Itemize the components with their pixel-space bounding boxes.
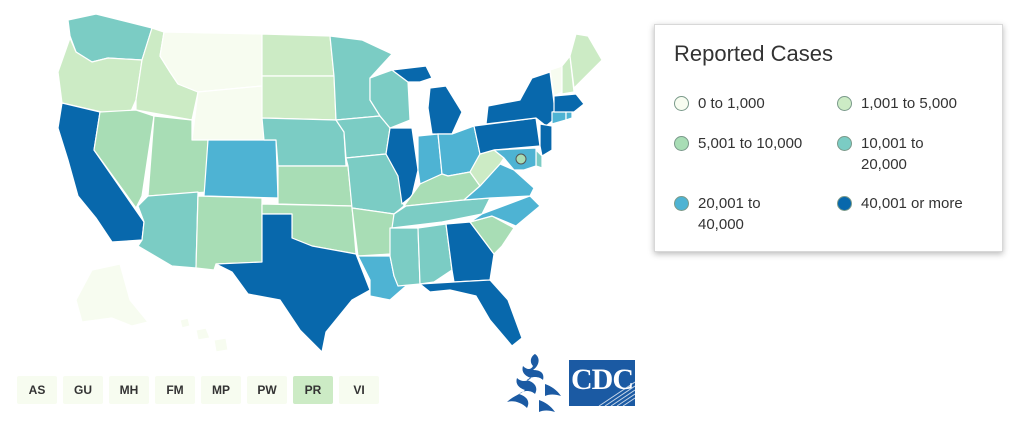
legend-item-0[interactable]: 0 to 1,000 — [674, 93, 765, 114]
legend-item-4[interactable]: 20,001 to 40,000 — [674, 193, 761, 235]
legend-label-3: 10,001 to 20,000 — [861, 135, 924, 173]
state-CO[interactable] — [203, 139, 279, 199]
legend-item-2[interactable]: 5,001 to 10,000 — [674, 133, 802, 154]
state-NY[interactable] — [485, 71, 557, 127]
legend-swatch-1 — [837, 96, 852, 111]
state-FL[interactable] — [419, 279, 523, 347]
state-KS[interactable] — [277, 165, 353, 207]
territory-button-fm[interactable]: FM — [155, 376, 195, 404]
state-AZ[interactable] — [137, 191, 199, 269]
state-ND[interactable] — [261, 33, 335, 77]
state-AK[interactable] — [75, 263, 149, 327]
state-ME[interactable] — [569, 33, 603, 89]
state-DC[interactable] — [515, 153, 527, 165]
legend-item-5[interactable]: 40,001 or more — [837, 193, 963, 214]
state-SD[interactable] — [261, 75, 337, 121]
legend-swatch-2 — [674, 136, 689, 151]
hhs-eagle-icon — [507, 354, 561, 412]
state-HI[interactable] — [179, 317, 229, 353]
state-MD[interactable] — [493, 147, 537, 171]
legend-panel: Reported Cases 0 to 1,000 1,001 to 5,000… — [654, 24, 1003, 252]
legend-label-0: 0 to 1,000 — [698, 95, 765, 112]
legend-swatch-5 — [837, 196, 852, 211]
state-TN[interactable] — [391, 197, 491, 229]
cdc-logo-stripes — [598, 381, 635, 406]
legend-label-1: 1,001 to 5,000 — [861, 95, 957, 112]
territory-button-pw[interactable]: PW — [247, 376, 287, 404]
territory-button-pr[interactable]: PR — [293, 376, 333, 404]
state-NJ[interactable] — [539, 123, 553, 157]
cdc-logo-text: CDC — [571, 363, 634, 396]
state-MS[interactable] — [389, 227, 421, 287]
legend-item-1[interactable]: 1,001 to 5,000 — [837, 93, 957, 114]
territory-button-gu[interactable]: GU — [63, 376, 103, 404]
state-AL[interactable] — [417, 223, 453, 285]
territory-button-mh[interactable]: MH — [109, 376, 149, 404]
state-AR[interactable] — [351, 207, 395, 257]
state-IL[interactable] — [385, 127, 419, 205]
cdc-logo: CDC — [569, 360, 635, 406]
legend-title: Reported Cases — [674, 41, 833, 66]
legend-label-2: 5,001 to 10,000 — [698, 135, 803, 152]
state-TX[interactable] — [215, 213, 371, 353]
legend-swatch-4 — [674, 196, 689, 211]
state-NV[interactable] — [93, 109, 155, 209]
territory-buttons: AS GU MH FM MP PW PR VI — [17, 376, 379, 404]
state-MA[interactable] — [553, 93, 585, 113]
territory-button-vi[interactable]: VI — [339, 376, 379, 404]
territory-button-mp[interactable]: MP — [201, 376, 241, 404]
legend-label-4: 20,001 to 40,000 — [698, 195, 761, 233]
legend-swatch-0 — [674, 96, 689, 111]
state-WY[interactable] — [191, 85, 265, 141]
us-map — [57, 13, 603, 353]
legend-label-5: 40,001 or more — [861, 195, 963, 212]
legend-item-3[interactable]: 10,001 to 20,000 — [837, 133, 924, 175]
state-NM[interactable] — [195, 195, 263, 271]
territory-button-as[interactable]: AS — [17, 376, 57, 404]
legend-swatch-3 — [837, 136, 852, 151]
